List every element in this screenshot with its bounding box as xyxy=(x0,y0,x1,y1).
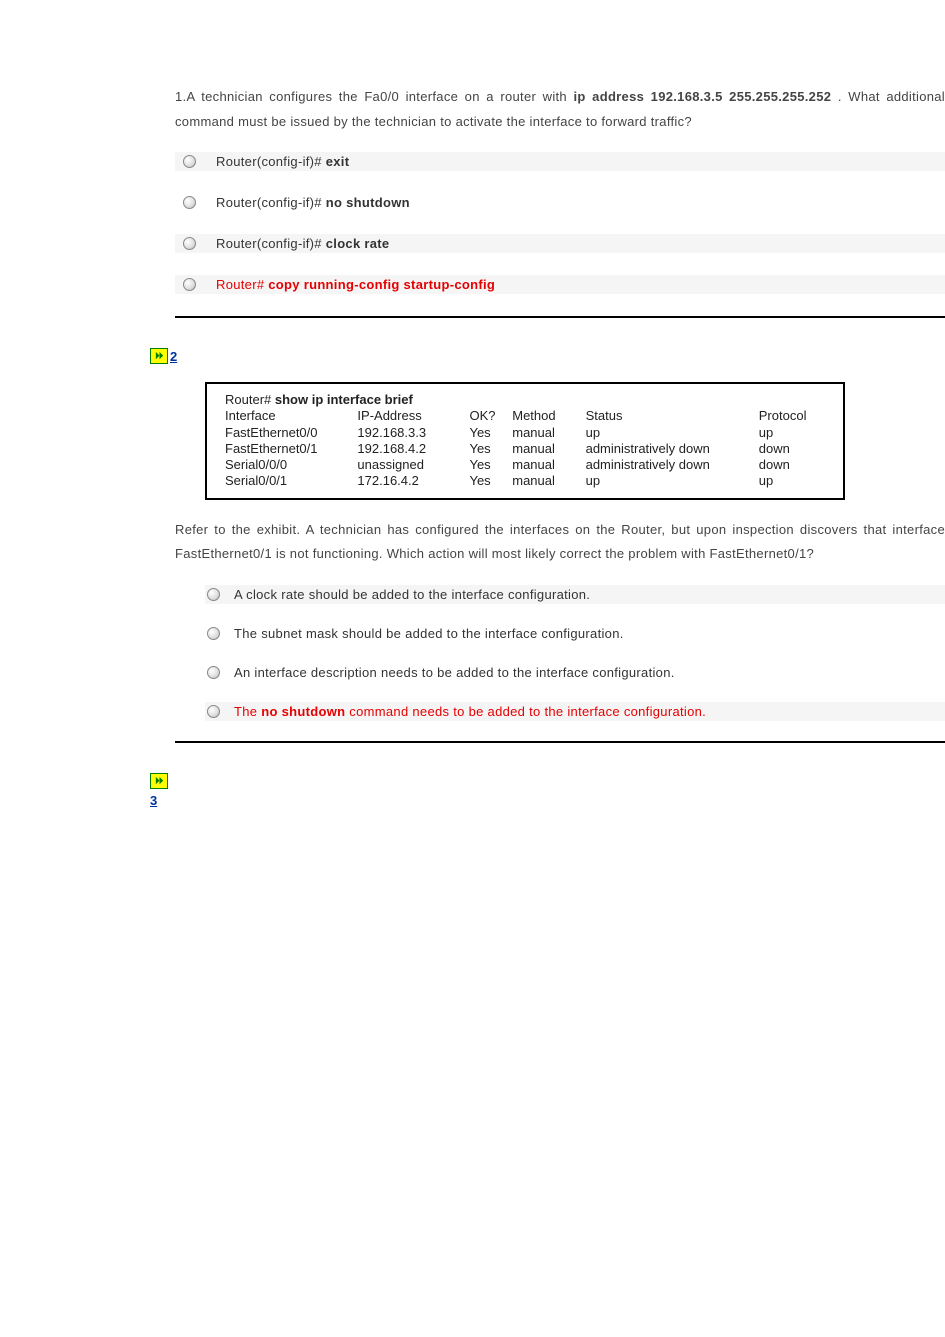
option-label: A clock rate should be added to the inte… xyxy=(234,587,590,602)
q2-text: Refer to the exhibit. A technician has c… xyxy=(175,518,945,567)
cell: down xyxy=(759,441,825,457)
q1-option-2[interactable]: Router(config-if)# no shutdown xyxy=(175,193,945,212)
cell: up xyxy=(586,425,759,441)
opt-bold: no shutdown xyxy=(261,704,345,719)
cell: up xyxy=(759,473,825,489)
table-row: Serial0/0/0 unassigned Yes manual admini… xyxy=(225,457,825,473)
q2-number-link[interactable]: 2 xyxy=(170,349,177,364)
radio-icon[interactable] xyxy=(183,196,196,209)
cell: administratively down xyxy=(586,457,759,473)
option-label: The subnet mask should be added to the i… xyxy=(234,626,624,641)
option-label: Router(config-if)# clock rate xyxy=(216,236,389,251)
option-label: Router(config-if)# exit xyxy=(216,154,349,169)
opt-post: command needs to be added to the interfa… xyxy=(345,704,706,719)
radio-icon[interactable] xyxy=(183,155,196,168)
radio-icon[interactable] xyxy=(207,588,220,601)
cell: 192.168.3.3 xyxy=(357,425,469,441)
divider xyxy=(175,316,945,318)
cell: manual xyxy=(512,425,585,441)
radio-icon[interactable] xyxy=(183,278,196,291)
cell: Serial0/0/1 xyxy=(225,473,357,489)
bookmark-icon xyxy=(150,773,168,789)
th-status: Status xyxy=(586,408,759,424)
exhibit-table: Interface IP-Address OK? Method Status P… xyxy=(225,408,825,489)
exhibit-title-bold: show ip interface brief xyxy=(275,392,413,407)
q3-number-link[interactable]: 3 xyxy=(150,793,945,808)
cell: unassigned xyxy=(357,457,469,473)
q1-option-3[interactable]: Router(config-if)# clock rate xyxy=(175,234,945,253)
radio-icon[interactable] xyxy=(207,705,220,718)
opt-bold: exit xyxy=(326,154,350,169)
cell: up xyxy=(759,425,825,441)
radio-icon[interactable] xyxy=(207,666,220,679)
bookmark-icon xyxy=(150,348,168,364)
table-row: FastEthernet0/0 192.168.3.3 Yes manual u… xyxy=(225,425,825,441)
q2-option-3[interactable]: An interface description needs to be add… xyxy=(205,663,945,682)
opt-pre: The xyxy=(234,704,261,719)
q1-option-4[interactable]: Router# copy running-config startup-conf… xyxy=(175,275,945,294)
cell: FastEthernet0/1 xyxy=(225,441,357,457)
q1-prefix: 1.A technician configures the Fa0/0 inte… xyxy=(175,89,573,104)
cell: Yes xyxy=(469,457,512,473)
th-ip: IP-Address xyxy=(357,408,469,424)
opt-prefix: Router# xyxy=(216,277,268,292)
cell: up xyxy=(586,473,759,489)
cell: 192.168.4.2 xyxy=(357,441,469,457)
opt-prefix: Router(config-if)# xyxy=(216,154,326,169)
th-ok: OK? xyxy=(469,408,512,424)
cell: manual xyxy=(512,441,585,457)
table-header-row: Interface IP-Address OK? Method Status P… xyxy=(225,408,825,424)
q1-text: 1.A technician configures the Fa0/0 inte… xyxy=(175,85,945,134)
radio-icon[interactable] xyxy=(207,627,220,640)
opt-prefix: Router(config-if)# xyxy=(216,236,326,251)
cell: manual xyxy=(512,457,585,473)
q2-option-1[interactable]: A clock rate should be added to the inte… xyxy=(205,585,945,604)
cell: FastEthernet0/0 xyxy=(225,425,357,441)
th-protocol: Protocol xyxy=(759,408,825,424)
q2-option-2[interactable]: The subnet mask should be added to the i… xyxy=(205,624,945,643)
option-label: The no shutdown command needs to be adde… xyxy=(234,704,706,719)
option-label: Router# copy running-config startup-conf… xyxy=(216,277,495,292)
table-row: FastEthernet0/1 192.168.4.2 Yes manual a… xyxy=(225,441,825,457)
cell: Yes xyxy=(469,441,512,457)
option-label: An interface description needs to be add… xyxy=(234,665,675,680)
opt-bold: no shutdown xyxy=(326,195,410,210)
exhibit-box: Router# show ip interface brief Interfac… xyxy=(205,382,845,499)
cell: Serial0/0/0 xyxy=(225,457,357,473)
radio-icon[interactable] xyxy=(183,237,196,250)
q2-marker: 2 xyxy=(150,348,945,364)
opt-bold: clock rate xyxy=(326,236,390,251)
th-interface: Interface xyxy=(225,408,357,424)
cell: 172.16.4.2 xyxy=(357,473,469,489)
opt-bold: copy running-config startup-config xyxy=(268,277,495,292)
q1-bold: ip address 192.168.3.5 255.255.255.252 xyxy=(573,89,831,104)
cell: manual xyxy=(512,473,585,489)
exhibit-title-prefix: Router# xyxy=(225,392,275,407)
cell: administratively down xyxy=(586,441,759,457)
opt-prefix: Router(config-if)# xyxy=(216,195,326,210)
cell: Yes xyxy=(469,473,512,489)
divider xyxy=(175,741,945,743)
th-method: Method xyxy=(512,408,585,424)
cell: down xyxy=(759,457,825,473)
cell: Yes xyxy=(469,425,512,441)
q3-marker: 3 xyxy=(150,773,945,808)
table-row: Serial0/0/1 172.16.4.2 Yes manual up up xyxy=(225,473,825,489)
option-label: Router(config-if)# no shutdown xyxy=(216,195,410,210)
exhibit-title: Router# show ip interface brief xyxy=(225,392,825,407)
q1-option-1[interactable]: Router(config-if)# exit xyxy=(175,152,945,171)
q2-option-4[interactable]: The no shutdown command needs to be adde… xyxy=(205,702,945,721)
